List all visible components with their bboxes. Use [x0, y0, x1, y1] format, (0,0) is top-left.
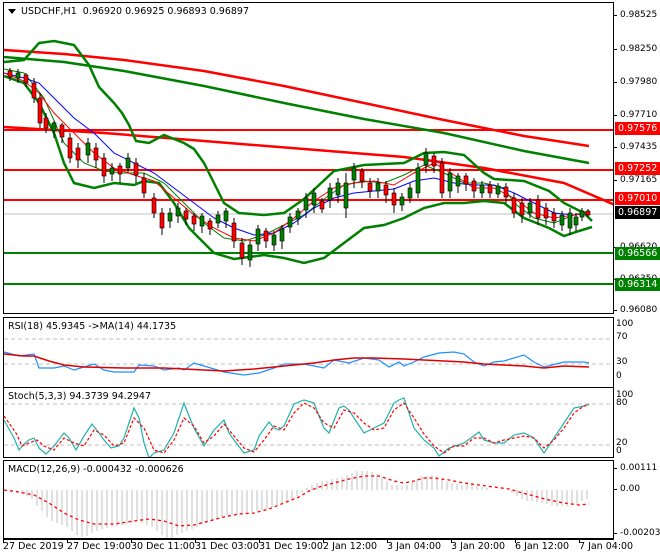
price-tick: 0.97165: [614, 175, 657, 185]
symbol-header: USDCHF,H1 0.96920 0.96925 0.96893 0.9689…: [8, 6, 249, 17]
ohlc-values: 0.96920 0.96925 0.96893 0.96897: [82, 6, 249, 17]
time-tick: 6 Jan 12:00: [515, 539, 570, 552]
rsi-panel[interactable]: RSI(18) 45.9345 ->MA(14) 44.1735: [3, 317, 614, 390]
symbol-label: USDCHF,H1: [21, 6, 77, 17]
time-axis-line: [3, 539, 614, 540]
support-level-badge: 0.96566: [615, 247, 660, 260]
rsi-ma-line: [4, 353, 590, 372]
collapse-triangle-icon[interactable]: [8, 9, 16, 14]
stoch-chart-canvas: [4, 397, 613, 457]
rsi-chart-canvas: [4, 338, 613, 376]
time-tick: 3 Jan 04:00: [387, 539, 442, 552]
bollinger-upper: [4, 39, 593, 222]
macd-label: MACD(12,26,9) -0.000432 -0.000626: [8, 464, 184, 475]
time-tick: 2 Jan 12:00: [323, 539, 378, 552]
resistance-level-badge: 0.97576: [615, 122, 660, 135]
time-tick: 31 Dec 19:00: [259, 539, 323, 552]
stochastic-panel[interactable]: Stoch(5,3,3) 94.3739 94.2947: [3, 387, 614, 458]
time-tick: 31 Dec 03:00: [195, 539, 259, 552]
price-tick: 0.98525: [614, 10, 657, 20]
macd-panel[interactable]: MACD(12,26,9) -0.000432 -0.000626: [3, 460, 614, 539]
rsi-axis: 100 70 30 0: [616, 319, 634, 381]
stoch-axis: 100 80 20 0: [616, 390, 634, 456]
ma-long-green: [4, 55, 590, 165]
macd-axis: 0.00111 0.00 -0.002033: [614, 460, 660, 539]
macd-histogram: [6, 471, 588, 538]
support-level-badge: 0.96314: [615, 278, 660, 291]
stoch-main-line: [4, 397, 590, 457]
ma-short-blue: [4, 72, 590, 236]
last-price-badge: 0.96897: [615, 206, 660, 219]
price-tick: 0.98250: [614, 44, 657, 54]
rsi-label: RSI(18) 45.9345 ->MA(14) 44.1735: [8, 321, 177, 332]
resistance-level-badge: 0.97010: [615, 192, 660, 205]
time-axis[interactable]: 27 Dec 2019 27 Dec 19:00 30 Dec 11:00 31…: [3, 539, 633, 560]
price-tick: 0.97435: [614, 142, 657, 152]
time-tick: 7 Jan 04:00: [579, 539, 634, 552]
ma-long-red: [4, 48, 590, 148]
macd-chart-canvas: [4, 471, 590, 538]
macd-signal-line: [4, 475, 590, 527]
time-tick: 3 Jan 20:00: [451, 539, 506, 552]
stoch-label: Stoch(5,3,3) 94.3739 94.2947: [8, 391, 152, 402]
rsi-line: [4, 351, 590, 376]
time-tick: 27 Dec 19:00: [67, 539, 131, 552]
ma-mid-red: [4, 125, 613, 206]
price-tick: 0.96080: [614, 305, 657, 315]
resistance-level-badge: 0.97252: [615, 162, 660, 175]
time-tick: 27 Dec 2019: [3, 539, 64, 552]
price-tick: 0.97980: [614, 77, 657, 87]
price-chart-canvas: [4, 39, 613, 285]
candlesticks: [7, 68, 591, 267]
price-axis[interactable]: 0.98525 0.98250 0.97980 0.97710 0.97435 …: [614, 2, 660, 315]
time-tick: 30 Dec 11:00: [131, 539, 195, 552]
main-price-panel[interactable]: USDCHF,H1 0.96920 0.96925 0.96893 0.9689…: [3, 2, 614, 314]
bollinger-lower: [4, 74, 593, 265]
price-tick: 0.97710: [614, 110, 657, 120]
stoch-signal-line: [4, 402, 590, 454]
